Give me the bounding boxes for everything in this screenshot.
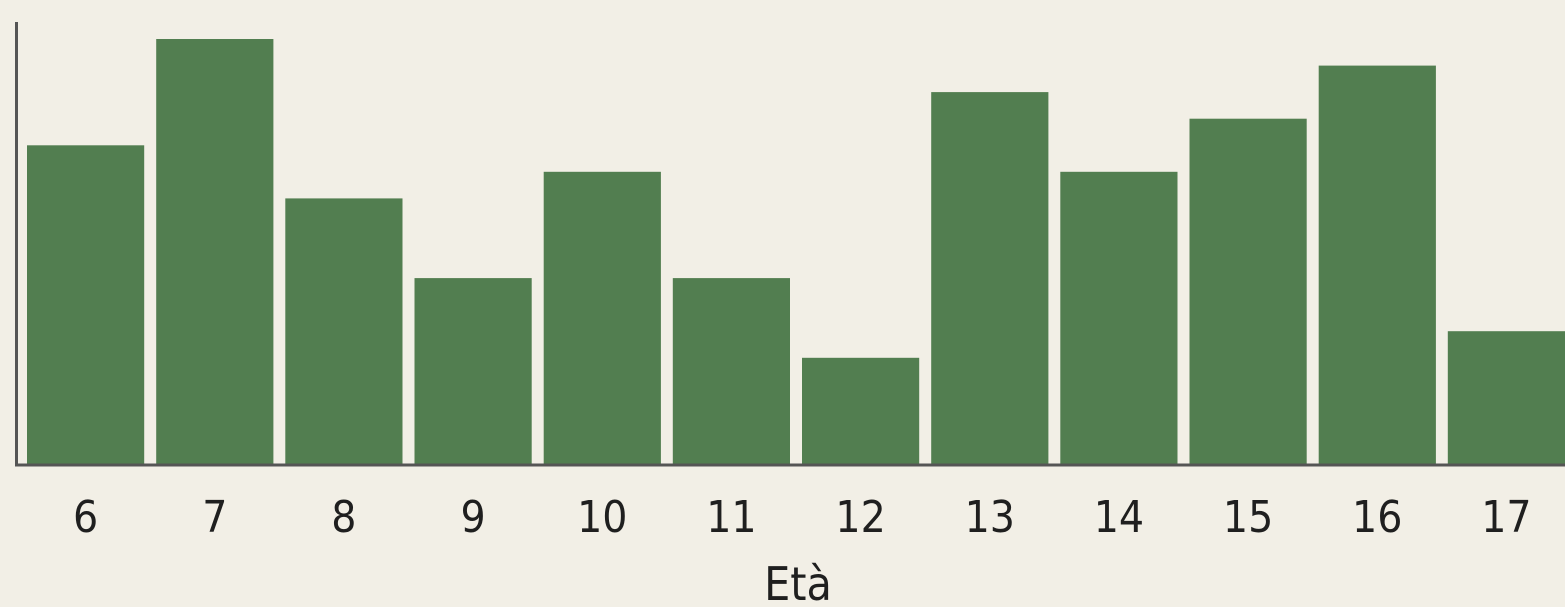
bar-16 <box>1318 65 1436 464</box>
x-tick-label-11: 11 <box>706 492 756 543</box>
bars-group <box>27 39 1565 465</box>
x-tick-label-15: 15 <box>1223 492 1273 543</box>
x-tick-label-8: 8 <box>331 492 356 543</box>
bar-7 <box>156 39 274 464</box>
x-tick-label-16: 16 <box>1352 492 1402 543</box>
bar-9 <box>414 278 532 464</box>
x-tick-label-7: 7 <box>202 492 227 543</box>
bar-14 <box>1060 171 1178 465</box>
x-tick-label-9: 9 <box>461 492 486 543</box>
x-tick-label-17: 17 <box>1481 492 1531 543</box>
bar-13 <box>931 92 1049 464</box>
x-tick-label-6: 6 <box>73 492 98 543</box>
x-tick-label-14: 14 <box>1094 492 1144 543</box>
bar-11 <box>672 278 790 464</box>
bar-10 <box>543 171 661 465</box>
bar-8 <box>285 198 403 464</box>
x-axis-title: Età <box>764 557 832 607</box>
bar-17 <box>1447 331 1565 464</box>
x-tick-label-10: 10 <box>577 492 627 543</box>
bar-15 <box>1189 118 1307 464</box>
x-tick-label-13: 13 <box>965 492 1015 543</box>
x-tick-labels-group: 6 7 8 9 10 11 12 13 14 15 16 17 <box>73 492 1532 543</box>
bar-6 <box>27 145 145 465</box>
bar-12 <box>802 357 920 465</box>
x-tick-label-12: 12 <box>835 492 885 543</box>
